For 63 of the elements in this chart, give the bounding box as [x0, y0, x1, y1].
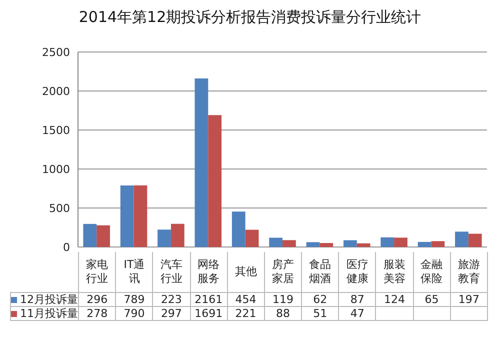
chart-title: 2014年第12期投诉分析报告消费投诉量分行业统计 — [78, 8, 422, 26]
x-tick-label: 医疗健康 — [338, 252, 376, 293]
x-tick-label: 金融保险 — [412, 252, 451, 293]
data-label: 790 — [115, 306, 154, 321]
y-tick-label: 1500 — [42, 124, 70, 137]
y-tick-label: 2500 — [42, 46, 70, 59]
bar — [134, 185, 148, 247]
y-tick-label: 0 — [63, 241, 70, 254]
data-label: 454 — [226, 292, 265, 307]
bar — [158, 230, 171, 247]
data-label: 789 — [115, 292, 154, 307]
table-cell: 12月投诉量 — [10, 292, 79, 307]
bar — [208, 115, 222, 247]
data-label: 124 — [375, 292, 414, 307]
table-cell: 11月投诉量 — [10, 306, 79, 321]
data-label: 221 — [226, 306, 265, 321]
data-label: 87 — [338, 292, 376, 307]
x-tick-label: 食品烟酒 — [301, 252, 340, 293]
bar — [96, 225, 110, 247]
data-label: 1691 — [190, 306, 228, 321]
bar — [120, 185, 134, 247]
x-tick-label: 服装美容 — [375, 252, 414, 293]
bar — [418, 242, 432, 247]
bar — [232, 212, 246, 247]
bar — [431, 241, 445, 247]
data-label: 2161 — [190, 292, 228, 307]
bar — [343, 240, 357, 247]
y-tick-label: 2000 — [42, 85, 70, 98]
x-tick-label: 房产家居 — [264, 252, 302, 293]
data-label: 278 — [78, 306, 116, 321]
bar — [269, 238, 282, 247]
bar — [306, 242, 320, 247]
legend-label: 12月投诉量 — [20, 292, 78, 306]
data-label: 62 — [301, 292, 340, 307]
x-tick-label: 其他 — [226, 252, 265, 293]
bar — [83, 224, 97, 247]
data-label: 47 — [338, 306, 376, 321]
data-label: 119 — [264, 292, 302, 307]
x-tick-label: IT通讯 — [115, 252, 154, 293]
y-tick-label: 1000 — [42, 163, 70, 176]
legend-label: 11月投诉量 — [20, 306, 78, 320]
data-label: 296 — [78, 292, 116, 307]
data-label: 65 — [412, 292, 451, 307]
x-tick-label: 汽车行业 — [152, 252, 191, 293]
bar — [380, 237, 394, 247]
data-label: 197 — [450, 292, 488, 307]
x-tick-label: 家电行业 — [78, 252, 116, 293]
bar — [394, 238, 408, 247]
data-label: 223 — [152, 292, 191, 307]
data-label: 297 — [152, 306, 191, 321]
x-tick-label: 旅游教育 — [450, 252, 488, 293]
bar — [170, 224, 184, 247]
bar — [245, 230, 259, 247]
data-label: 51 — [301, 306, 340, 321]
bar — [194, 78, 208, 247]
bar — [320, 243, 334, 247]
bar — [455, 232, 468, 247]
bar — [282, 240, 296, 247]
x-tick-label: 网络服务 — [190, 252, 228, 293]
y-tick-label: 500 — [49, 202, 70, 215]
data-label: 88 — [264, 306, 302, 321]
bar — [356, 243, 370, 247]
bar — [468, 234, 482, 247]
